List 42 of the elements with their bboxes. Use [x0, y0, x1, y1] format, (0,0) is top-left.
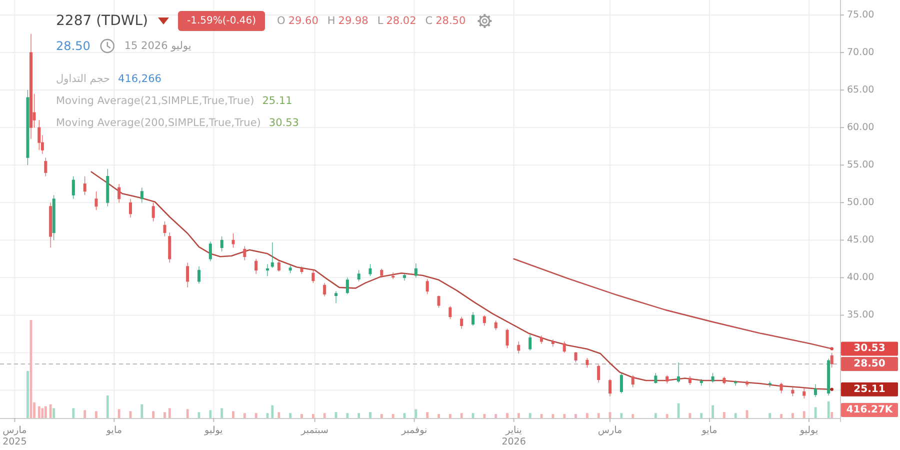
annotation-tag: 25.11 [841, 382, 898, 396]
annotation: L [377, 15, 384, 27]
annotation: 25.11 [854, 384, 886, 395]
y-tick-label: 45.00 [847, 234, 874, 246]
x-tick-label: نوفمبر [400, 425, 428, 436]
ref-line-label: 28.50 [854, 358, 886, 370]
annotation: 30.53 [268, 117, 299, 129]
annotation: 29.98 [338, 15, 368, 27]
y-tick-label: 55.00 [847, 160, 874, 171]
y-tick-label: 70.00 [847, 47, 874, 58]
annotation: -1.59%(-0.46) [186, 16, 256, 26]
annotation: 15 2026 يوليو [124, 40, 192, 52]
y-tick-label: 50.00 [847, 197, 874, 208]
y-tick-label: 75.00 [847, 10, 874, 21]
x-tick-label: مايو [105, 425, 122, 436]
x-tick-label: مايو [700, 425, 718, 436]
x-tick-label: يوليو [204, 425, 224, 436]
x-tick-label: يوليو [798, 425, 818, 436]
annotation: حجم التداول [56, 73, 110, 85]
annotation: Moving Average(200,SIMPLE,True,True) [56, 117, 261, 129]
annotation: C [425, 15, 433, 27]
badge: -1.59%(-0.46) [178, 11, 266, 31]
annotation-tag: 30.53 [841, 342, 898, 356]
text: 2287 (TDWL) [56, 13, 148, 29]
y-tick-label: 35.00 [847, 310, 874, 321]
x-tick-label: سبتمبر [300, 425, 328, 436]
y-tick-label: 40.00 [847, 272, 874, 284]
annotation: H [327, 15, 336, 27]
annotation: 28.02 [386, 15, 416, 27]
annotation: 30.53 [854, 343, 886, 354]
x-tick-label: مارس [598, 425, 622, 436]
annotation: 416,266 [118, 73, 162, 85]
annotation: Moving Average(21,SIMPLE,True,True) [56, 95, 254, 107]
annotation: O [277, 15, 286, 27]
annotation-tag: 416.27K [841, 403, 898, 417]
ref-line-label: 28.50 [841, 356, 898, 371]
annotation: 25.11 [262, 95, 292, 107]
y-tick-label: 65.00 [847, 84, 874, 96]
annotation: 28.50 [56, 39, 90, 53]
annotation: 28.50 [436, 15, 466, 27]
y-tick-label: 60.00 [847, 122, 874, 134]
annotation: 29.60 [288, 15, 318, 27]
